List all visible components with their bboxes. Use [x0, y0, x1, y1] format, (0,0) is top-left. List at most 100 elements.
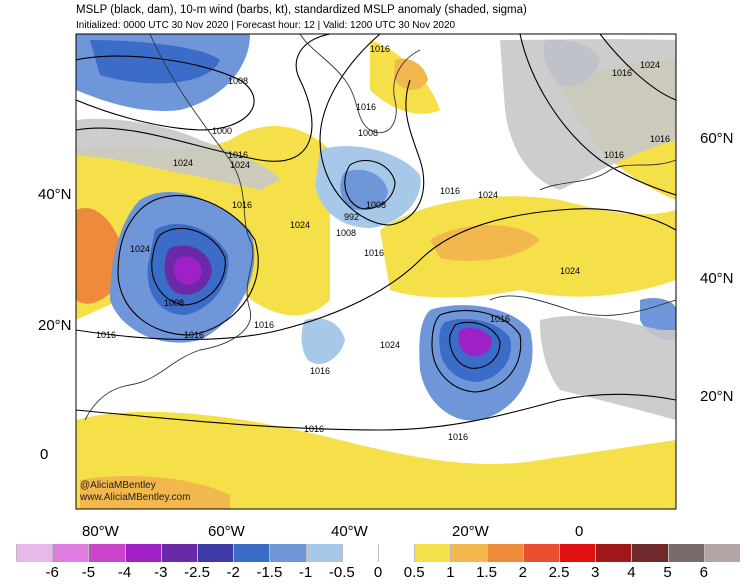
- colorbar: [16, 544, 741, 562]
- colorbar-cell: [595, 544, 632, 562]
- colorbar-tick-label: 5: [663, 564, 672, 581]
- isobar-label: 1016: [612, 68, 633, 78]
- coastline: [539, 159, 676, 191]
- isobar-label: 1000: [212, 126, 233, 136]
- anomaly-negative-region: [301, 318, 345, 364]
- colorbar-cell: [88, 544, 125, 562]
- colorbar-cell: [559, 544, 596, 562]
- colorbar-cell: [522, 544, 560, 562]
- isobar-label: 1016: [604, 150, 625, 160]
- lat-label-left-40n: 40°N: [38, 186, 72, 203]
- colorbar-cell: [52, 544, 89, 562]
- anomaly-negative-region: [458, 328, 492, 357]
- isobar-line: [76, 55, 255, 131]
- coastline: [489, 295, 676, 316]
- isobar-label: 1024: [290, 220, 311, 230]
- isobar-label: 992: [344, 212, 360, 222]
- colorbar-cell: [269, 544, 306, 562]
- colorbar-tick-label: 0.5: [403, 564, 425, 581]
- lat-label-right-60n: 60°N: [700, 130, 734, 147]
- isobar-label: 1016: [310, 366, 331, 376]
- colorbar-tick-label: 4: [627, 564, 636, 581]
- colorbar-tick-label: -1: [298, 564, 313, 581]
- colorbar-tick-label: -6: [45, 564, 59, 581]
- colorbar-cell: [703, 544, 741, 562]
- coastline: [84, 34, 254, 421]
- anomaly-positive-region: [80, 475, 230, 509]
- anomaly-positive-region: [394, 58, 428, 90]
- isobar-label: 1016: [370, 44, 391, 54]
- isobar-label: 1016: [184, 330, 205, 340]
- isobar-line: [76, 393, 676, 431]
- map-subtitle: Initialized: 0000 UTC 30 Nov 2020 | Fore…: [76, 20, 456, 31]
- isobar-line: [76, 208, 676, 341]
- land-mask: [76, 118, 280, 190]
- colorbar-tick-label: -3: [154, 564, 168, 581]
- colorbar-tick-label: -4: [117, 564, 132, 581]
- isobar-line: [344, 159, 396, 210]
- isobar-label: 1016: [448, 432, 469, 442]
- watermark-handle: @AliciaMBentley: [80, 480, 156, 491]
- isobar-label: 1008: [358, 128, 379, 138]
- colorbar-cell: [124, 544, 161, 562]
- lat-label-left-20n: 20°N: [38, 317, 72, 334]
- anomaly-negative-region: [90, 40, 220, 84]
- colorbar-cell: [414, 544, 451, 562]
- watermark-url: www.AliciaMBentley.com: [80, 492, 191, 503]
- colorbar-tick-label: 2.5: [548, 564, 570, 581]
- colorbar-tick-label: 2: [518, 564, 527, 581]
- lon-label-80w: 80°W: [82, 523, 119, 540]
- colorbar-tick-label: 1.5: [476, 564, 498, 581]
- lon-label-0: 0: [575, 523, 584, 540]
- colorbar-tick-label: 6: [699, 564, 708, 581]
- isobar-label: 1016: [254, 320, 275, 330]
- isobar-line: [431, 310, 522, 393]
- map-title: MSLP (black, dam), 10-m wind (barbs, kt)…: [76, 4, 527, 16]
- colorbar-tick-label: -1.5: [256, 564, 283, 581]
- isobar-label: 1016: [96, 330, 117, 340]
- isobar-line: [519, 34, 676, 196]
- isobar-label: 1024: [173, 158, 194, 168]
- isobar-label: 1024: [380, 340, 401, 350]
- lon-label-40w: 40°W: [331, 523, 368, 540]
- colorbar-tick-label: -2: [226, 564, 240, 581]
- lat-label-right-20n: 20°N: [700, 388, 734, 405]
- isobar-label: 1024: [230, 160, 251, 170]
- isobar-line: [319, 34, 425, 226]
- isobar-line: [599, 34, 676, 101]
- isobar-line: [117, 195, 259, 336]
- colorbar-cell: [486, 544, 523, 562]
- land-mask: [540, 315, 676, 420]
- isobar-label: 1008: [366, 200, 387, 210]
- anomaly-negative-region: [173, 256, 202, 285]
- isobar-label: 1016: [440, 186, 461, 196]
- isobar-label: 1024: [478, 190, 499, 200]
- colorbar-tick-label: -5: [81, 564, 96, 581]
- isobar-label: 1024: [640, 60, 661, 70]
- colorbar-cell: [378, 544, 415, 562]
- isobar-label: 1016: [650, 134, 671, 144]
- isobar-label: 1008: [336, 228, 357, 238]
- isobar-label: 1016: [364, 248, 385, 258]
- isobar-label: 1024: [130, 244, 151, 254]
- isobar-label: 1016: [356, 102, 377, 112]
- isobar-label: 1008: [164, 298, 185, 308]
- colorbar-cell: [450, 544, 487, 562]
- colorbar-tick-label: 0: [373, 564, 383, 581]
- colorbar-cell: [197, 544, 234, 562]
- anomaly-negative-region: [340, 169, 388, 211]
- colorbar-tick-label: 1: [446, 564, 455, 581]
- colorbar-tick-label: -0.5: [328, 564, 355, 581]
- colorbar-tick-label: 3: [591, 564, 600, 581]
- colorbar-cell: [667, 544, 704, 562]
- colorbar-cell: [341, 544, 379, 562]
- isobar-label: 1024: [560, 266, 581, 276]
- isobar-line: [449, 321, 501, 369]
- isobar-label: 1008: [228, 76, 249, 86]
- lon-label-20w: 20°W: [452, 523, 489, 540]
- isobar-label: 1016: [304, 424, 325, 434]
- colorbar-cell: [160, 544, 198, 562]
- lon-label-60w: 60°W: [208, 523, 245, 540]
- colorbar-cell: [305, 544, 342, 562]
